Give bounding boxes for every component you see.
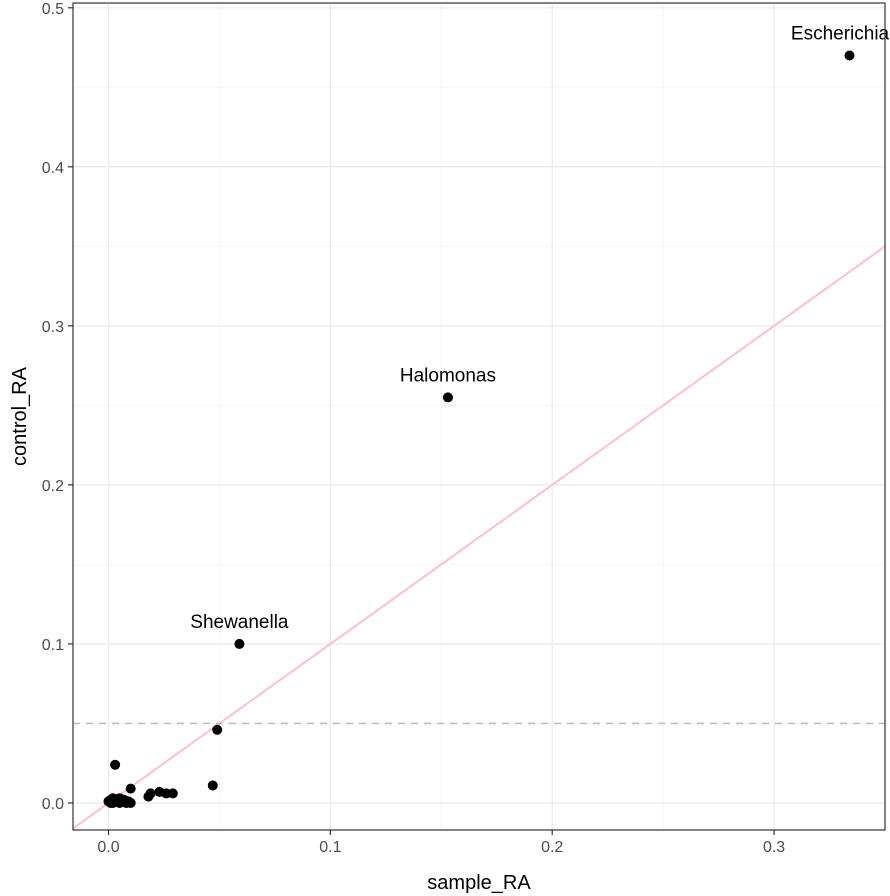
data-point (844, 50, 855, 61)
data-point (114, 793, 125, 804)
data-point (110, 759, 121, 770)
y-tick-label: 0.1 (42, 637, 64, 654)
data-point (105, 797, 116, 808)
y-tick-label: 0.3 (42, 319, 64, 336)
y-tick-label: 0.5 (42, 1, 64, 18)
data-point (442, 392, 453, 403)
point-label: Shewanella (190, 612, 289, 633)
axis-ticks: 0.0 0.1 0.2 0.3 0.0 0.1 0.2 0.3 0.4 0.5 (42, 1, 786, 856)
data-point (125, 783, 136, 794)
x-axis-title: sample_RA (427, 872, 531, 894)
x-tick-label: 0.2 (541, 839, 563, 856)
point-labels: Escherichia-S Halomonas Shewanella (190, 23, 890, 632)
x-tick-label: 0.3 (763, 839, 785, 856)
y-tick-label: 0.0 (42, 796, 64, 813)
x-tick-label: 0.1 (319, 839, 341, 856)
data-point (212, 724, 223, 735)
data-point (207, 780, 218, 791)
point-label: Escherichia-S (791, 23, 890, 44)
y-axis-title: control_RA (9, 366, 31, 466)
panel-border (72, 2, 886, 831)
data-point (167, 788, 178, 799)
grid-lines (73, 3, 886, 830)
diagonal-reference-line (72, 245, 886, 830)
reference-lines (72, 245, 886, 830)
y-tick-label: 0.4 (42, 160, 64, 177)
data-point (234, 638, 245, 649)
point-label: Halomonas (400, 365, 496, 386)
y-tick-label: 0.2 (42, 478, 64, 495)
data-points (103, 50, 855, 808)
x-tick-label: 0.0 (97, 839, 119, 856)
data-point (125, 797, 136, 808)
data-point (143, 791, 154, 802)
